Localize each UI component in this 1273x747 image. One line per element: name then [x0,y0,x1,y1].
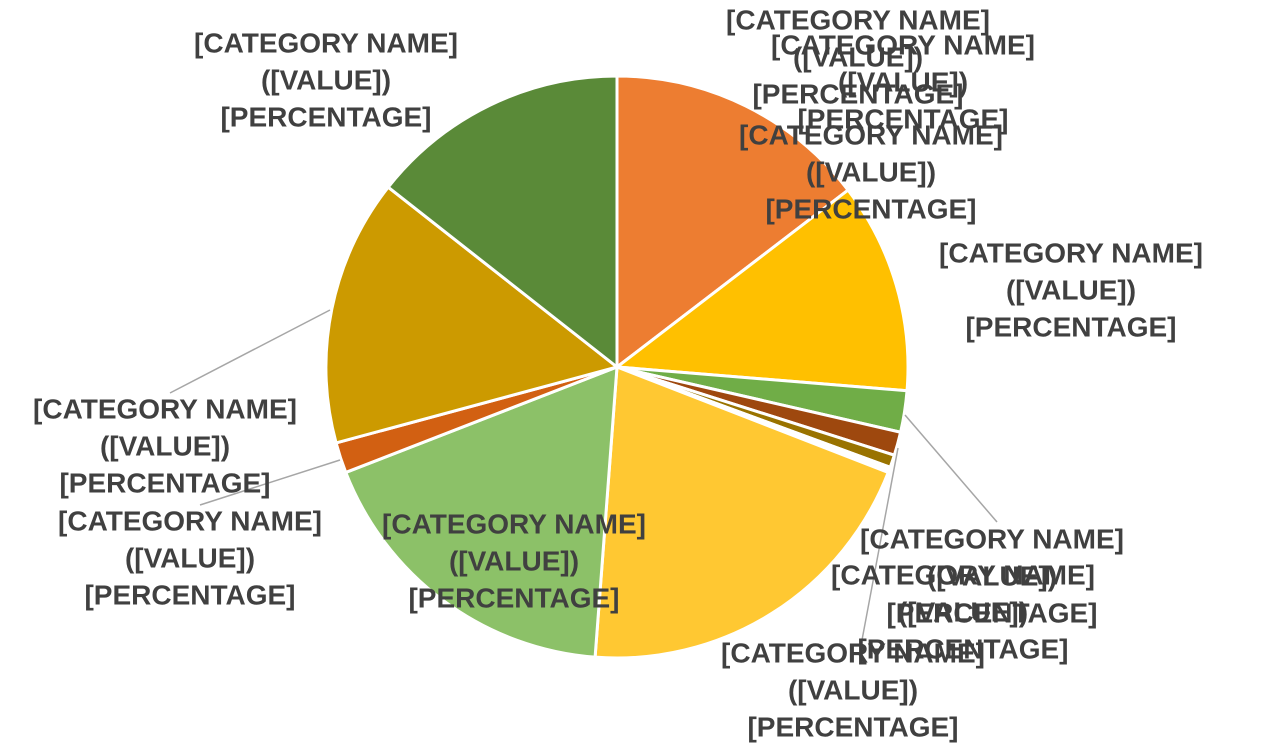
pie-slice [324,185,619,445]
category-label: [CATEGORY NAME] [33,393,297,424]
leader-line [169,309,331,394]
category-label: [CATEGORY NAME] [860,523,1124,554]
pie [324,74,910,660]
category-label: [CATEGORY NAME] [382,508,646,539]
category-label: [CATEGORY NAME] [58,505,322,536]
value-label: ([VALUE]) [125,542,255,573]
leader-line [199,459,341,506]
value-label: ([VALUE]) [788,674,918,705]
value-label: ([VALUE]) [449,545,579,576]
data-labels: [CATEGORY NAME]([VALUE])[PERCENTAGE][CAT… [33,4,1203,742]
percent-label: [PERCENTAGE] [59,467,270,498]
category-label: [CATEGORY NAME] [726,4,990,35]
value-label: ([VALUE]) [838,66,968,97]
category-label: [CATEGORY NAME] [939,237,1203,268]
percent-label: [PERCENTAGE] [220,101,431,132]
value-label: ([VALUE]) [1006,274,1136,305]
pie-slice [344,365,619,659]
category-label: [CATEGORY NAME] [831,559,1095,590]
percent-label: [PERCENTAGE] [84,579,295,610]
percent-label: [PERCENTAGE] [747,711,958,742]
pie-slice [615,188,910,393]
pie-slice [386,74,619,369]
category-label: [CATEGORY NAME] [739,119,1003,150]
pie-slice [615,74,850,369]
value-label: ([VALUE]) [927,560,1057,591]
pie-slice [593,365,890,660]
percent-label: [PERCENTAGE] [857,633,1068,664]
category-label: [CATEGORY NAME] [721,637,985,668]
percent-label: [PERCENTAGE] [752,78,963,109]
value-label: ([VALUE]) [261,64,391,95]
leader-line [861,447,899,641]
value-label: ([VALUE]) [898,596,1028,627]
leader-line [904,414,998,523]
percent-label: [PERCENTAGE] [886,597,1097,628]
value-label: ([VALUE]) [793,41,923,72]
value-label: ([VALUE]) [100,430,230,461]
value-label: ([VALUE]) [806,156,936,187]
percent-label: [PERCENTAGE] [965,311,1176,342]
percent-label: [PERCENTAGE] [797,103,1008,134]
percent-label: [PERCENTAGE] [765,193,976,224]
category-label: [CATEGORY NAME] [194,27,458,58]
percent-label: [PERCENTAGE] [408,582,619,613]
category-label: [CATEGORY NAME] [771,29,1035,60]
